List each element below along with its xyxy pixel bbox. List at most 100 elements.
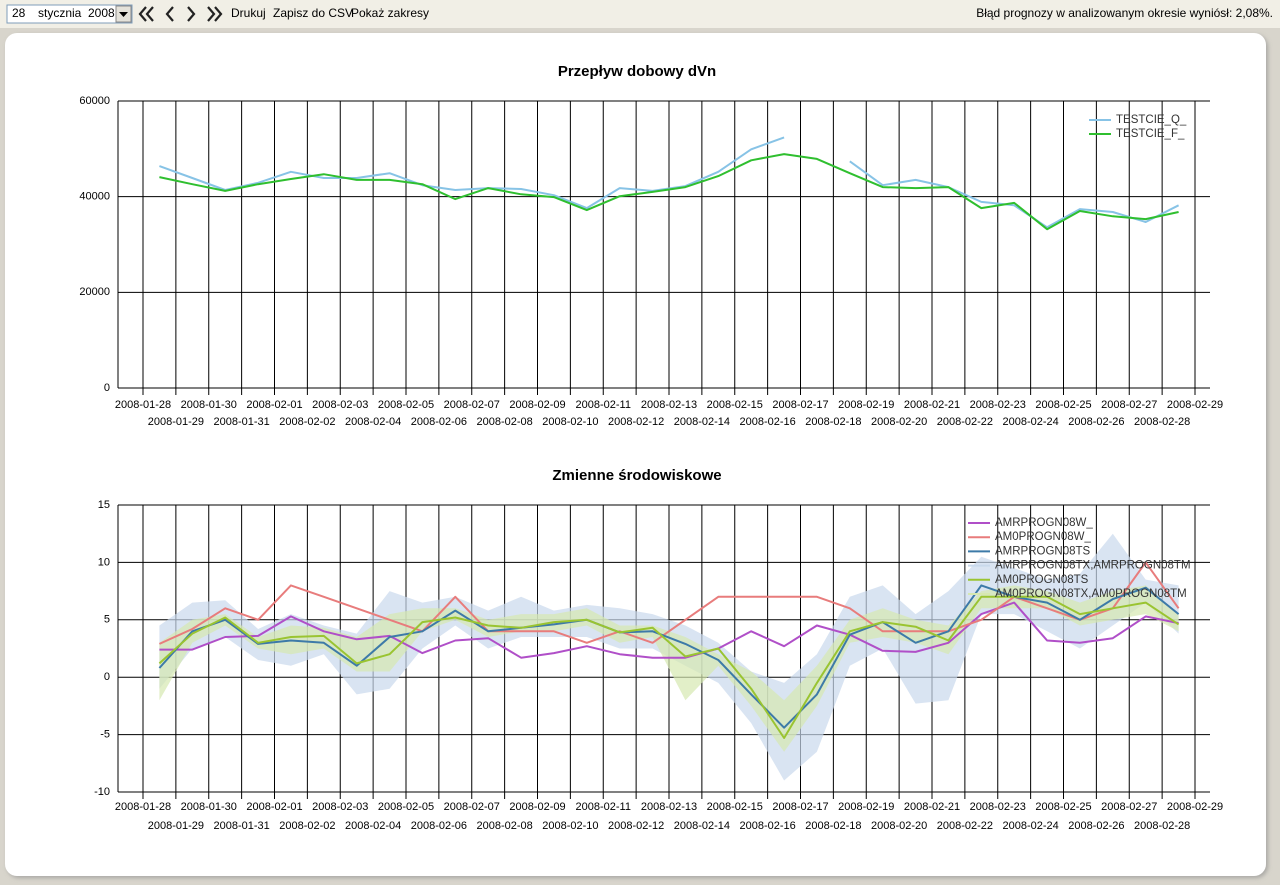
y-tick-label: 15 <box>98 499 110 511</box>
x-tick-label: 2008-02-19 <box>838 399 894 411</box>
y-tick-label: -5 <box>100 729 110 741</box>
date-picker[interactable] <box>6 4 133 24</box>
chart-title: Zmienne środowiskowe <box>552 467 721 484</box>
x-tick-label: 2008-02-04 <box>345 416 401 428</box>
x-tick-label: 2008-02-23 <box>970 399 1026 411</box>
x-tick-label: 2008-01-28 <box>115 801 171 813</box>
y-tick-label: 0 <box>104 671 110 683</box>
x-tick-label: 2008-02-19 <box>838 801 894 813</box>
next-button[interactable] <box>187 6 196 22</box>
x-tick-label: 2008-02-18 <box>805 820 861 832</box>
ranges-button[interactable]: Pokaż zakresy <box>351 6 429 20</box>
y-tick-label: 60000 <box>79 95 110 107</box>
series-line <box>158 561 1180 645</box>
x-tick-label: 2008-01-30 <box>181 399 237 411</box>
x-tick-label: 2008-02-13 <box>641 399 697 411</box>
x-tick-label: 2008-02-13 <box>641 801 697 813</box>
x-tick-label: 2008-02-27 <box>1101 801 1157 813</box>
x-tick-label: 2008-02-02 <box>279 416 335 428</box>
x-tick-label: 2008-02-03 <box>312 801 368 813</box>
legend-label: AMRPROGN08TX,AMRPROGN08TM <box>995 560 1191 572</box>
x-tick-label: 2008-01-31 <box>213 820 269 832</box>
x-tick-label: 2008-02-15 <box>707 399 763 411</box>
x-tick-label: 2008-02-23 <box>970 801 1026 813</box>
x-tick-label: 2008-02-25 <box>1035 399 1091 411</box>
x-tick-label: 2008-01-31 <box>213 416 269 428</box>
x-tick-label: 2008-02-29 <box>1167 801 1223 813</box>
x-tick-label: 2008-01-30 <box>181 801 237 813</box>
csv-button[interactable]: Zapisz do CSV <box>273 6 353 20</box>
x-tick-label: 2008-02-16 <box>739 416 795 428</box>
band-area <box>159 585 1179 752</box>
status-text: Błąd prognozy w analizowanym okresie wyn… <box>976 6 1273 20</box>
legend-label: AM0PROGN08TX,AM0PROGN08TM <box>995 588 1187 600</box>
y-tick-label: 5 <box>104 614 110 626</box>
x-tick-label: 2008-02-24 <box>1002 416 1058 428</box>
x-tick-label: 2008-02-05 <box>378 399 434 411</box>
x-tick-label: 2008-02-10 <box>542 416 598 428</box>
x-tick-label: 2008-02-21 <box>904 399 960 411</box>
x-tick-label: 2008-02-02 <box>279 820 335 832</box>
date-month: stycznia <box>38 6 82 20</box>
print-button[interactable]: Drukuj <box>231 6 266 20</box>
x-tick-label: 2008-02-22 <box>937 416 993 428</box>
first-button[interactable] <box>138 6 154 22</box>
x-tick-label: 2008-02-12 <box>608 416 664 428</box>
legend-label: AMRPROGN08W_ <box>995 517 1093 529</box>
y-tick-label: 0 <box>104 382 110 394</box>
legend-label: TESTCIE_Q_ <box>1116 114 1187 126</box>
y-tick-label: 40000 <box>79 191 110 203</box>
x-tick-label: 2008-02-20 <box>871 416 927 428</box>
x-tick-label: 2008-02-28 <box>1134 820 1190 832</box>
x-tick-label: 2008-01-29 <box>148 416 204 428</box>
x-tick-label: 2008-01-29 <box>148 820 204 832</box>
y-tick-label: -10 <box>94 786 110 798</box>
nav-buttons <box>138 6 223 22</box>
x-tick-label: 2008-02-26 <box>1068 820 1124 832</box>
legend-label: TESTCIE_F_ <box>1116 128 1185 140</box>
x-tick-label: 2008-02-07 <box>444 399 500 411</box>
x-tick-label: 2008-02-14 <box>674 820 730 832</box>
x-tick-label: 2008-02-08 <box>476 416 532 428</box>
legend-label: AM0PROGN08TS <box>995 574 1089 586</box>
x-tick-label: 2008-02-14 <box>674 416 730 428</box>
x-tick-label: 2008-02-25 <box>1035 801 1091 813</box>
series-line <box>158 595 1180 739</box>
x-tick-label: 2008-02-01 <box>246 399 302 411</box>
x-tick-label: 2008-02-04 <box>345 820 401 832</box>
chart-title: Przepływ dobowy dVn <box>558 63 716 80</box>
x-tick-label: 2008-02-18 <box>805 416 861 428</box>
x-tick-label: 2008-02-06 <box>411 416 467 428</box>
x-tick-label: 2008-02-29 <box>1167 399 1223 411</box>
x-tick-label: 2008-02-01 <box>246 801 302 813</box>
x-tick-label: 2008-02-22 <box>937 820 993 832</box>
legend-label: AMRPROGN08TS <box>995 545 1091 557</box>
x-tick-label: 2008-02-09 <box>509 801 565 813</box>
x-tick-label: 2008-01-28 <box>115 399 171 411</box>
date-year: 2008 <box>88 6 115 20</box>
x-tick-label: 2008-02-26 <box>1068 416 1124 428</box>
x-tick-label: 2008-02-20 <box>871 820 927 832</box>
x-tick-label: 2008-02-21 <box>904 801 960 813</box>
x-tick-label: 2008-02-11 <box>576 399 631 411</box>
series-line <box>159 601 1179 659</box>
x-tick-label: 2008-02-17 <box>772 399 828 411</box>
x-tick-label: 2008-02-27 <box>1101 399 1157 411</box>
x-tick-label: 2008-02-08 <box>476 820 532 832</box>
x-tick-label: 2008-02-09 <box>509 399 565 411</box>
series-line <box>158 584 1180 729</box>
x-tick-label: 2008-02-06 <box>411 820 467 832</box>
x-tick-label: 2008-02-07 <box>444 801 500 813</box>
chart-panel <box>5 33 1266 876</box>
prev-button[interactable] <box>165 6 174 22</box>
legend-label: AM0PROGN08W_ <box>995 531 1091 543</box>
x-tick-label: 2008-02-24 <box>1002 820 1058 832</box>
last-button[interactable] <box>207 6 223 22</box>
series-line <box>159 153 1179 231</box>
x-tick-label: 2008-02-10 <box>542 820 598 832</box>
x-tick-label: 2008-02-05 <box>378 801 434 813</box>
x-tick-label: 2008-02-16 <box>739 820 795 832</box>
date-day: 28 <box>12 6 26 20</box>
x-tick-label: 2008-02-03 <box>312 399 368 411</box>
